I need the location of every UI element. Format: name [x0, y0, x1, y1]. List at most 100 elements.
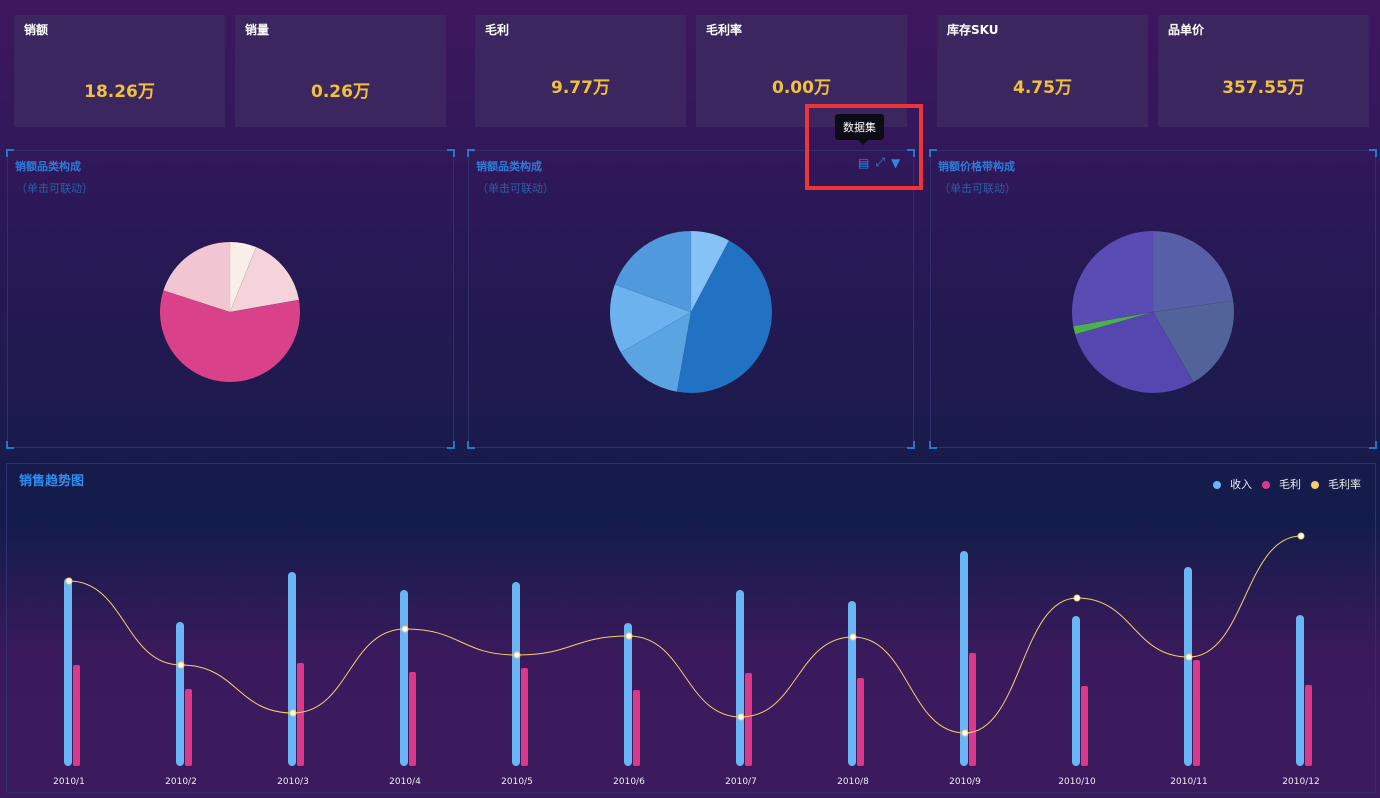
- bar-revenue[interactable]: [960, 551, 968, 766]
- line-point[interactable]: [961, 729, 969, 737]
- line-point[interactable]: [65, 577, 73, 585]
- pie-slice[interactable]: [229, 241, 257, 313]
- x-tick-label: 2010/4: [389, 777, 421, 787]
- kpi-stock-sku: 库存SKU 4.75万: [937, 15, 1148, 127]
- kpi-title: 毛利: [485, 23, 510, 37]
- pie-slice[interactable]: [1152, 230, 1234, 313]
- pie-slice[interactable]: [609, 283, 692, 353]
- sales-trend-panel: 销售趋势图 收入 毛利 毛利率 2010/1 2010/2 2010/3 2010/4…: [6, 463, 1376, 793]
- legend-item-revenue[interactable]: 收入: [1213, 476, 1252, 492]
- bar-profit[interactable]: [1193, 660, 1200, 766]
- bar-profit[interactable]: [1081, 686, 1088, 766]
- x-tick-label: 2010/8: [837, 777, 869, 787]
- panel-subtitle: （单击可联动）: [16, 182, 93, 195]
- pie-slice[interactable]: [690, 230, 730, 313]
- pie-chart[interactable]: [8, 151, 455, 449]
- trend-chart: 2010/1 2010/2 2010/3 2010/4 2010/5 2010/6 2010…: [53, 532, 1320, 787]
- legend-item-profit[interactable]: 毛利: [1262, 476, 1301, 492]
- line-point[interactable]: [737, 713, 745, 721]
- kpi-value: 18.26万: [84, 82, 155, 102]
- x-tick-label: 2010/7: [725, 777, 757, 787]
- highlight-box: [805, 104, 923, 190]
- bar-profit[interactable]: [409, 672, 416, 766]
- pie-slice[interactable]: [1071, 230, 1154, 327]
- bar-revenue[interactable]: [512, 582, 520, 766]
- bar-profit[interactable]: [1305, 685, 1312, 766]
- kpi-title: 毛利率: [706, 23, 743, 37]
- x-tick-label: 2010/1: [53, 777, 85, 787]
- pie-slice[interactable]: [614, 230, 692, 313]
- x-tick-label: 2010/10: [1058, 777, 1096, 787]
- bar-profit[interactable]: [521, 668, 528, 766]
- category-pie-panel-1: 销额品类构成 （单击可联动）: [6, 149, 455, 449]
- zoom-icon[interactable]: ⤢: [875, 155, 885, 169]
- bar-profit[interactable]: [633, 690, 640, 766]
- pie-chart[interactable]: [469, 151, 915, 449]
- bar-revenue[interactable]: [288, 572, 296, 766]
- category-pie-panel-2: 销额品类构成 （单击可联动）: [467, 149, 915, 449]
- pie-slice[interactable]: [1152, 300, 1235, 383]
- kpi-value: 0.26万: [311, 82, 370, 102]
- x-tick-label: 2010/12: [1282, 777, 1319, 787]
- bar-revenue[interactable]: [1296, 615, 1304, 766]
- bar-revenue[interactable]: [1072, 616, 1080, 766]
- bar-profit[interactable]: [969, 653, 976, 766]
- bar-profit[interactable]: [297, 663, 304, 766]
- x-tick-label: 2010/2: [165, 777, 197, 787]
- x-tick-label: 2010/11: [1170, 777, 1207, 787]
- panel-subtitle: （单击可联动）: [477, 182, 554, 195]
- panel-title: 销额品类构成: [476, 160, 542, 173]
- pie-slice[interactable]: [1072, 311, 1154, 335]
- line-point[interactable]: [849, 633, 857, 641]
- line-point[interactable]: [289, 709, 297, 717]
- line-point[interactable]: [1073, 594, 1081, 602]
- line-point[interactable]: [1297, 532, 1305, 540]
- bar-revenue[interactable]: [848, 601, 856, 766]
- kpi-quantity: 销量 0.26万: [235, 15, 446, 127]
- kpi-value: 0.00万: [772, 78, 831, 98]
- bar-revenue[interactable]: [1184, 567, 1192, 766]
- pie-slice[interactable]: [159, 290, 301, 383]
- pie-slice[interactable]: [163, 241, 231, 313]
- line-point[interactable]: [1185, 653, 1193, 661]
- pie-slice[interactable]: [620, 311, 692, 393]
- pie-slice[interactable]: [1074, 311, 1194, 394]
- line-point[interactable]: [177, 661, 185, 669]
- bar-revenue[interactable]: [624, 623, 632, 766]
- kpi-value: 357.55万: [1222, 78, 1305, 98]
- legend-item-margin[interactable]: 毛利率: [1311, 476, 1361, 492]
- kpi-gross-profit: 毛利 9.77万: [475, 15, 686, 127]
- toolbox: ▤ ⤢ ▼: [858, 155, 900, 170]
- kpi-sales: 销额 18.26万: [14, 15, 225, 127]
- chart-title: 销售趋势图: [19, 474, 85, 489]
- line-point[interactable]: [625, 632, 633, 640]
- kpi-value: 4.75万: [1013, 78, 1072, 98]
- bar-profit[interactable]: [857, 678, 864, 766]
- data-view-icon[interactable]: ▤: [858, 155, 870, 170]
- bar-profit[interactable]: [73, 665, 80, 766]
- panel-title: 销额品类构成: [15, 160, 81, 173]
- line-point[interactable]: [513, 651, 521, 659]
- bar-revenue[interactable]: [736, 590, 744, 766]
- panel-subtitle: （单击可联动）: [939, 182, 1016, 195]
- bar-revenue[interactable]: [400, 590, 408, 766]
- bar-revenue[interactable]: [64, 578, 72, 766]
- line-margin-rate: [68, 535, 1302, 734]
- bar-revenue[interactable]: [176, 622, 184, 766]
- kpi-margin-rate: 毛利率 0.00万: [696, 15, 907, 127]
- filter-icon[interactable]: ▼: [890, 155, 901, 170]
- kpi-value: 9.77万: [551, 78, 610, 98]
- bar-profit[interactable]: [745, 673, 752, 766]
- x-tick-label: 2010/6: [613, 777, 645, 787]
- pie-chart[interactable]: [931, 151, 1377, 449]
- kpi-title: 销额: [24, 23, 49, 37]
- pie-slice[interactable]: [676, 240, 773, 394]
- kpi-title: 品单价: [1168, 23, 1205, 37]
- pie-slice[interactable]: [229, 246, 300, 313]
- line-point[interactable]: [401, 625, 409, 633]
- kpi-title: 库存SKU: [947, 23, 999, 37]
- price-band-pie-panel: 销额价格带构成 （单击可联动）: [929, 149, 1377, 449]
- bar-profit[interactable]: [185, 689, 192, 766]
- panel-title: 销额价格带构成: [938, 160, 1015, 173]
- x-tick-label: 2010/3: [277, 777, 309, 787]
